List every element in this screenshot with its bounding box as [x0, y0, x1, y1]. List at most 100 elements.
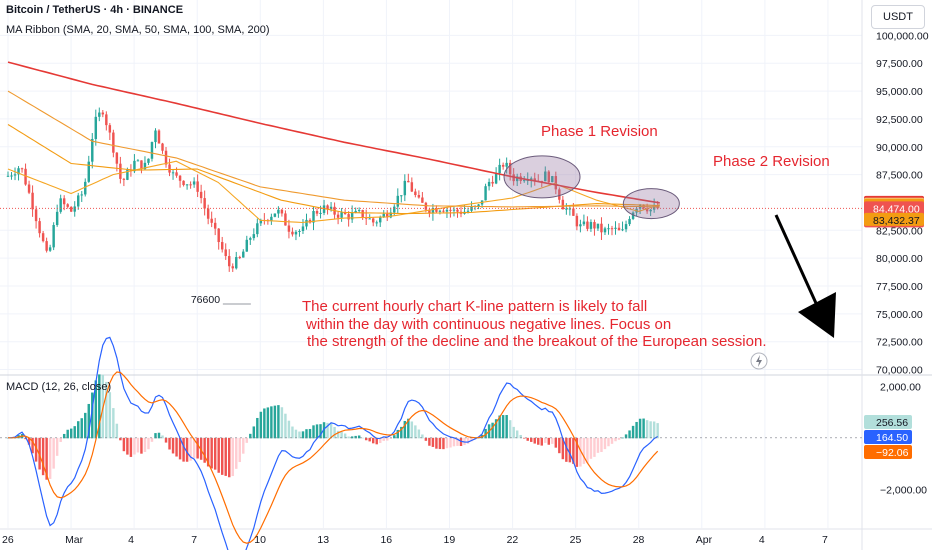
macd-bar	[347, 436, 350, 439]
macd-bar	[582, 437, 586, 464]
macd-bar	[315, 424, 319, 439]
macd-bar	[189, 437, 192, 461]
price-tag: 83,432.37	[864, 212, 924, 227]
macd-bar	[66, 429, 69, 439]
candle	[417, 190, 421, 199]
macd-bar	[238, 437, 241, 463]
candle	[270, 213, 273, 225]
macd-bar	[199, 437, 203, 460]
time-tick-label: 13	[317, 534, 329, 546]
macd-bar	[354, 435, 357, 439]
macd-bar	[421, 434, 424, 439]
macd-bar	[393, 435, 396, 439]
candle	[171, 169, 175, 180]
candle	[206, 204, 210, 225]
macd-bar	[224, 437, 227, 476]
macd-bar	[24, 437, 27, 440]
candle	[91, 133, 94, 169]
macd-bar	[515, 430, 519, 439]
macd-bar	[150, 437, 154, 442]
candle	[263, 213, 266, 225]
macd-legend[interactable]: MACD (12, 26, close)	[6, 381, 112, 393]
macd-bar	[147, 437, 150, 450]
macd-bar	[55, 437, 59, 456]
candle	[245, 235, 249, 252]
candle	[150, 141, 154, 162]
macd-bar	[115, 423, 119, 439]
time-tick-label: 4	[128, 534, 134, 546]
macd-bar	[98, 374, 101, 439]
candle	[386, 210, 389, 222]
time-tick-label: 10	[254, 534, 266, 546]
macd-bar	[178, 437, 182, 460]
macd-bar	[192, 437, 196, 458]
macd-bar	[459, 437, 463, 446]
candle	[6, 171, 10, 177]
macd-bar	[575, 437, 579, 467]
macd-bar	[540, 437, 543, 446]
candle	[312, 206, 315, 231]
macd-bar	[140, 437, 143, 454]
macd-bar	[77, 421, 80, 439]
phase2-ellipse	[622, 188, 680, 220]
macd-bar	[442, 437, 445, 450]
macd-bar	[512, 426, 515, 439]
forecast-text-line: The current hourly chart K-line pattern …	[302, 298, 647, 315]
macd-bar	[642, 418, 645, 439]
candle	[224, 243, 227, 260]
macd-tag-label: −92.06	[876, 447, 909, 459]
candle	[459, 206, 463, 218]
chart-title: Bitcoin / TetherUS · 4h · BINANCE	[6, 4, 184, 16]
macd-bar	[530, 437, 533, 442]
price-tick-label: 80,000.00	[876, 253, 923, 265]
candle	[393, 204, 396, 216]
macd-bar	[435, 437, 438, 449]
macd-bar	[361, 437, 364, 439]
macd-bar	[593, 437, 596, 457]
candle	[347, 211, 350, 227]
macd-bar	[343, 433, 347, 439]
macd-bar	[287, 420, 291, 439]
indicator-legend[interactable]: MA Ribbon (SMA, 20, SMA, 50, SMA, 100, S…	[6, 24, 270, 36]
macd-bar	[389, 437, 392, 439]
time-tick-label: Apr	[696, 534, 713, 546]
currency-selector[interactable]: USDT	[871, 5, 925, 29]
candle	[161, 142, 164, 154]
macd-bar	[171, 437, 175, 454]
alert-icon[interactable]	[750, 352, 768, 370]
candle	[533, 172, 536, 186]
candle	[266, 218, 270, 225]
macd-bar	[263, 408, 266, 439]
candle	[484, 183, 487, 201]
macd-bar	[537, 437, 540, 445]
macd-bar	[526, 437, 529, 441]
candle	[87, 155, 90, 183]
macd-bar	[108, 392, 112, 439]
candle	[199, 184, 203, 204]
candle	[298, 229, 301, 237]
macd-bar	[379, 437, 382, 444]
macd-bar	[256, 417, 259, 439]
candle	[501, 162, 505, 170]
candle	[238, 255, 241, 260]
macd-bar	[466, 437, 470, 444]
macd-tag-label: 164.50	[876, 432, 908, 444]
macd-bar	[551, 437, 554, 444]
price-tick-label: 75,000.00	[876, 309, 923, 321]
macd-bar	[410, 421, 414, 439]
candle	[27, 180, 31, 195]
candle	[621, 221, 624, 232]
macd-bar	[607, 437, 610, 447]
macd-bar	[305, 429, 308, 439]
macd-bar	[333, 426, 336, 439]
candle	[48, 244, 52, 252]
macd-bar	[396, 429, 400, 439]
candle	[350, 205, 354, 223]
macd-bar	[182, 437, 185, 462]
macd-bar	[203, 437, 206, 463]
price-tick-label: 92,500.00	[876, 114, 923, 126]
macd-bar	[294, 429, 298, 439]
macd-bar	[368, 437, 371, 442]
macd-bar	[424, 437, 428, 441]
